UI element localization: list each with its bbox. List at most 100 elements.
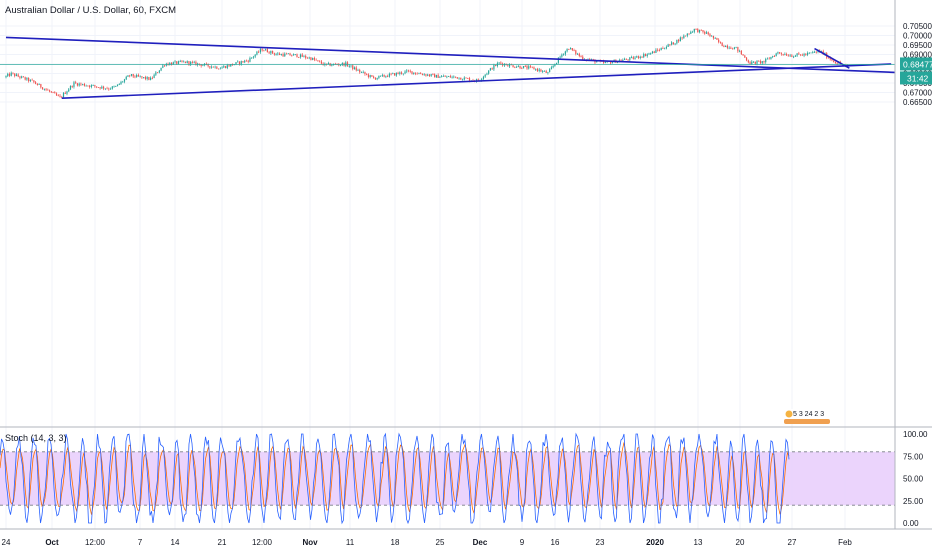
candle-down: [273, 53, 275, 55]
candle-down: [831, 59, 833, 61]
candle-up: [388, 73, 390, 77]
candle-up: [62, 92, 65, 98]
candle-down: [148, 77, 150, 80]
stoch-title[interactable]: Stoch (14, 3, 3): [5, 433, 67, 443]
candle-up: [327, 63, 329, 65]
price-tick-label: 0.70500: [903, 22, 932, 31]
candle-up: [15, 74, 18, 77]
candle-up: [808, 52, 810, 54]
candle-down: [285, 53, 288, 55]
candle-up: [240, 61, 242, 65]
price-tick-label: 0.69000: [903, 51, 932, 60]
candle-down: [393, 73, 396, 76]
candle-up: [116, 84, 119, 87]
candle-down: [282, 54, 284, 57]
candle-up: [806, 52, 809, 55]
candle-up: [498, 62, 500, 64]
candle-up: [158, 70, 160, 73]
candle-up: [280, 54, 282, 55]
candle-up: [113, 86, 115, 88]
candle-down: [758, 60, 760, 62]
candle-down: [289, 53, 291, 56]
candle-up: [350, 65, 352, 67]
candle-down: [296, 54, 298, 58]
candle-down: [456, 77, 458, 79]
candle-down: [533, 67, 535, 70]
candle-up: [78, 83, 80, 86]
stoch-tick-label: 25.00: [903, 497, 924, 506]
candle-down: [437, 74, 439, 78]
candle-down: [625, 58, 627, 60]
candle-up: [284, 53, 286, 57]
candle-up: [101, 86, 103, 89]
time-tick-label: 2020: [646, 538, 664, 547]
time-tick-label: 9: [520, 538, 525, 547]
candle-down: [268, 52, 270, 54]
candle-down: [83, 83, 86, 86]
candle-up: [671, 42, 673, 45]
candle-up: [219, 68, 221, 70]
candle-up: [341, 63, 343, 65]
candle-up: [404, 71, 406, 74]
candle-down: [19, 76, 21, 78]
candle-down: [672, 42, 674, 45]
candle-down: [592, 59, 594, 61]
candle-up: [770, 57, 772, 59]
candle-down: [718, 39, 720, 43]
candle-down: [702, 30, 704, 32]
candle-down: [773, 56, 776, 57]
candle-down: [747, 60, 749, 63]
candle-down: [216, 66, 218, 69]
candle-up: [418, 73, 420, 75]
symbol-title[interactable]: Australian Dollar / U.S. Dollar, 60, FXC…: [5, 5, 176, 16]
candle-up: [146, 77, 148, 79]
candle-up: [73, 82, 75, 87]
candle-up: [482, 76, 485, 80]
candle-down: [129, 75, 131, 77]
candle-down: [245, 60, 248, 62]
candle-down: [397, 72, 399, 74]
candle-up: [38, 84, 40, 85]
candle-down: [64, 92, 66, 94]
candle-up: [172, 62, 174, 65]
candle-down: [411, 71, 413, 74]
candle-up: [528, 66, 530, 69]
candle-down: [732, 48, 734, 50]
candle-up: [26, 77, 28, 80]
candle-up: [679, 37, 681, 42]
candle-down: [434, 74, 436, 78]
candle-down: [465, 77, 467, 79]
candle-up: [794, 55, 796, 57]
candle-down: [610, 61, 612, 64]
candle-down: [726, 45, 728, 48]
candle-down: [14, 73, 16, 77]
candle-down: [198, 63, 201, 65]
candle-up: [639, 56, 641, 58]
candle-down: [36, 83, 38, 85]
candle-up: [111, 86, 113, 89]
candle-down: [272, 50, 274, 54]
economic-events-icon: [784, 419, 830, 424]
candle-up: [395, 72, 397, 76]
candle-up: [430, 74, 432, 76]
time-tick-label: 13: [694, 538, 703, 547]
candle-down: [102, 86, 105, 89]
candle-down: [644, 54, 647, 57]
events-badge[interactable]: 5 3 24 2 3: [784, 409, 830, 424]
time-tick-label: 25: [436, 538, 445, 547]
candle-down: [512, 65, 514, 68]
candle-up: [380, 75, 382, 77]
candle-down: [61, 96, 63, 98]
time-axis[interactable]: 24 Oct 12:00 7 14 21 12:00 Nov 11 18 25 Dec 9 16 23 202…: [2, 538, 853, 547]
candle-up: [299, 54, 302, 58]
candle-up: [475, 79, 478, 82]
candle-up: [230, 64, 232, 67]
candle-up: [127, 75, 129, 77]
time-tick-label: 16: [551, 538, 560, 547]
candle-down: [188, 61, 190, 65]
stoch-axis[interactable]: 100.00 75.00 50.00 25.00 0.00: [903, 430, 928, 528]
candle-down: [352, 65, 354, 70]
candle-down: [477, 79, 479, 82]
candle-up: [287, 53, 289, 55]
